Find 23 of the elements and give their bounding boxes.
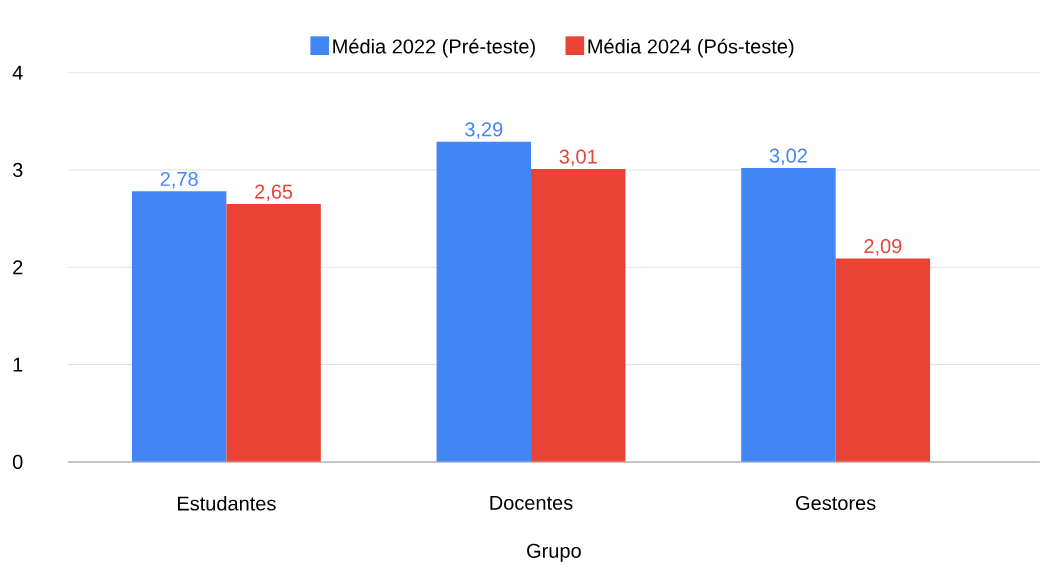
x-tick-label: Estudantes	[178, 495, 276, 511]
bar	[741, 168, 836, 462]
y-tick-label: 4	[12, 65, 23, 80]
data-label: 2,09	[864, 239, 902, 256]
data-label: 2,65	[255, 184, 293, 202]
bar	[131, 191, 227, 462]
bar	[531, 169, 626, 462]
data-label: 3,02	[769, 148, 807, 166]
x-axis-title: Grupo	[527, 543, 581, 562]
x-tick-label: Docentes	[490, 495, 573, 510]
data-label: 2,78	[160, 171, 198, 189]
bar	[226, 204, 321, 462]
data-label: 3,01	[559, 149, 597, 167]
x-tick-label: Gestores	[796, 495, 876, 511]
legend-label: Média 2022 (Pré-teste)	[333, 38, 535, 58]
bar	[436, 141, 532, 462]
y-tick-label: 2	[13, 260, 23, 275]
y-tick-label: 1	[13, 357, 23, 372]
y-tick-label: 3	[12, 162, 23, 178]
y-tick-label: 0	[12, 454, 23, 470]
bar	[835, 258, 931, 462]
legend-label: Média 2024 (Pós-teste)	[588, 38, 794, 58]
data-label: 3,29	[465, 122, 503, 139]
